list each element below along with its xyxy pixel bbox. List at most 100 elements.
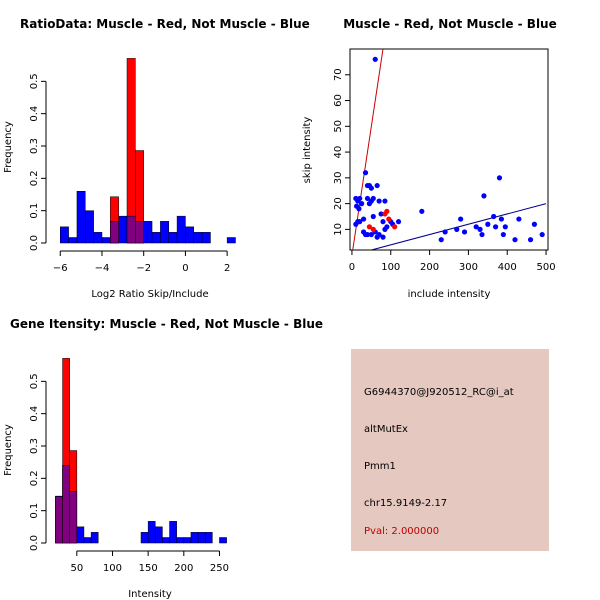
ratio-bar-not-muscle xyxy=(226,237,236,244)
scatter-point-not-muscle xyxy=(479,231,485,238)
intensity-x-axis-label: Intensity xyxy=(128,589,172,600)
scatter-x-tick-label: 400 xyxy=(498,262,517,273)
intensity-bar-not-muscle xyxy=(190,532,199,544)
scatter-point-not-muscle xyxy=(362,170,369,176)
intensity-bar-not-muscle xyxy=(204,532,213,544)
ratio-x-tick-label: −2 xyxy=(136,263,151,274)
scatter-point-not-muscle xyxy=(368,185,374,191)
scatter-point-not-muscle xyxy=(378,211,384,217)
scatter-point-not-muscle xyxy=(502,224,508,230)
scatter-point-not-muscle xyxy=(372,56,378,62)
ratio-bar-not-muscle xyxy=(168,232,178,244)
ratio-bar-overlap xyxy=(126,215,136,244)
intensity-y-axis: 0.0 0.1 0.2 0.3 0.4 0.5 xyxy=(29,373,47,551)
ratio-bar-not-muscle xyxy=(151,232,161,244)
scatter-point-not-muscle xyxy=(458,216,464,222)
scatter-y-axis: 10 20 30 40 50 60 70 xyxy=(333,68,350,236)
intensity-x-tick-label: 200 xyxy=(174,563,193,574)
intensity-y-tick-label: 0.3 xyxy=(29,438,40,454)
scatter-point-not-muscle xyxy=(461,229,468,235)
scatter-chart-title: Muscle - Red, Not Muscle - Blue xyxy=(343,17,557,31)
ratio-bar-not-muscle xyxy=(176,215,186,244)
scatter-point-muscle xyxy=(366,224,373,230)
ratio-bar-overlap xyxy=(110,221,119,244)
info-panel: G6944370@J920512_RC@i_at altMutEx Pmm1 c… xyxy=(351,349,549,551)
intensity-bar-not-muscle xyxy=(183,537,192,544)
ratio-bar-not-muscle xyxy=(185,226,195,244)
scatter-point-not-muscle xyxy=(500,231,506,238)
scatter-panel: Muscle - Red, Not Muscle - Blue include … xyxy=(302,17,557,300)
intensity-bar-not-muscle xyxy=(162,537,170,544)
intensity-x-tick-label: 50 xyxy=(70,563,83,574)
intensity-bars xyxy=(55,358,227,544)
scatter-point-not-muscle xyxy=(454,226,460,232)
ratio-bar-not-muscle xyxy=(101,237,111,244)
event-type-text: altMutEx xyxy=(364,424,408,435)
scatter-point-not-muscle xyxy=(368,231,374,238)
scatter-point-not-muscle xyxy=(359,201,365,207)
scatter-point-not-muscle xyxy=(356,206,362,212)
scatter-point-not-muscle xyxy=(473,224,479,230)
intensity-bar-not-muscle xyxy=(90,532,99,544)
intensity-y-tick-label: 0.2 xyxy=(29,470,40,486)
scatter-point-not-muscle xyxy=(376,198,382,204)
intensity-histogram-panel: Gene Itensity: Muscle - Red, Not Muscle … xyxy=(3,317,323,600)
ratio-bar-not-muscle xyxy=(143,221,153,244)
scatter-point-not-muscle xyxy=(360,216,367,222)
scatter-point-not-muscle xyxy=(357,219,363,225)
scatter-point-not-muscle xyxy=(370,213,376,220)
scatter-point-not-muscle xyxy=(382,226,388,232)
scatter-point-not-muscle xyxy=(357,195,363,202)
scatter-point-not-muscle xyxy=(512,237,518,243)
ratio-bar-not-muscle xyxy=(85,210,94,244)
ratio-bar-not-muscle xyxy=(60,226,69,244)
scatter-point-not-muscle xyxy=(496,175,503,181)
scatter-point-not-muscle xyxy=(395,219,402,225)
ratio-x-axis: −6 −4 −2 0 2 xyxy=(53,250,230,274)
intensity-bar-not-muscle xyxy=(176,537,185,544)
ratio-x-tick-label: 2 xyxy=(224,263,230,274)
intensity-x-tick-label: 150 xyxy=(139,563,158,574)
ratio-bar-muscle xyxy=(126,58,136,244)
ratio-y-tick-label: 0.0 xyxy=(29,235,40,251)
ratio-histogram-panel: RatioData: Muscle - Red, Not Muscle - Bl… xyxy=(3,17,310,300)
scatter-x-axis-label: include intensity xyxy=(408,289,491,300)
intensity-bar-not-muscle xyxy=(83,537,92,544)
intensity-bar-not-muscle xyxy=(197,532,206,544)
intensity-chart-title: Gene Itensity: Muscle - Red, Not Muscle … xyxy=(10,317,323,331)
scatter-y-tick-label: 70 xyxy=(333,68,344,81)
intensity-bar-overlap xyxy=(69,491,78,544)
intensity-bar-not-muscle xyxy=(219,537,227,544)
scatter-reference-lines xyxy=(352,49,547,250)
scatter-x-tick-label: 0 xyxy=(349,262,355,273)
intensity-y-axis-label: Frequency xyxy=(3,424,14,476)
location-text: chr15.9149-2.17 xyxy=(364,498,448,509)
pval-text: Pval: 2.000000 xyxy=(364,526,440,537)
scatter-point-not-muscle xyxy=(380,219,386,225)
probe-id-text: G6944370@J920512_RC@i_at xyxy=(364,387,514,398)
scatter-y-tick-label: 30 xyxy=(333,171,344,184)
ratio-x-tick-label: −4 xyxy=(95,263,110,274)
scatter-point-not-muscle xyxy=(481,193,487,199)
scatter-point-muscle xyxy=(384,208,390,214)
intensity-x-axis: 50 100 150 200 250 xyxy=(70,550,229,574)
ratio-y-axis-label: Frequency xyxy=(3,121,14,173)
intensity-bar-overlap xyxy=(62,465,70,544)
scatter-point-not-muscle xyxy=(442,229,448,235)
scatter-point-not-muscle xyxy=(368,198,374,204)
ratio-bar-overlap xyxy=(135,221,144,244)
intensity-bar-not-muscle xyxy=(169,521,177,544)
scatter-x-axis: 0 100 200 300 400 500 xyxy=(349,250,556,273)
ratio-bar-not-muscle xyxy=(68,237,78,244)
scatter-y-tick-label: 60 xyxy=(333,94,344,107)
ratio-y-tick-label: 0.3 xyxy=(29,138,40,154)
ratio-y-axis: 0.0 0.1 0.2 0.3 0.4 0.5 xyxy=(29,73,47,251)
intensity-y-tick-label: 0.0 xyxy=(29,535,40,551)
intensity-x-tick-label: 100 xyxy=(103,563,122,574)
ratio-bar-not-muscle xyxy=(76,191,86,244)
scatter-line-darkblue xyxy=(369,203,547,250)
ratio-x-axis-label: Log2 Ratio Skip/Include xyxy=(91,289,208,300)
ratio-x-tick-label: −6 xyxy=(53,263,68,274)
ratio-y-tick-label: 0.4 xyxy=(29,106,40,122)
